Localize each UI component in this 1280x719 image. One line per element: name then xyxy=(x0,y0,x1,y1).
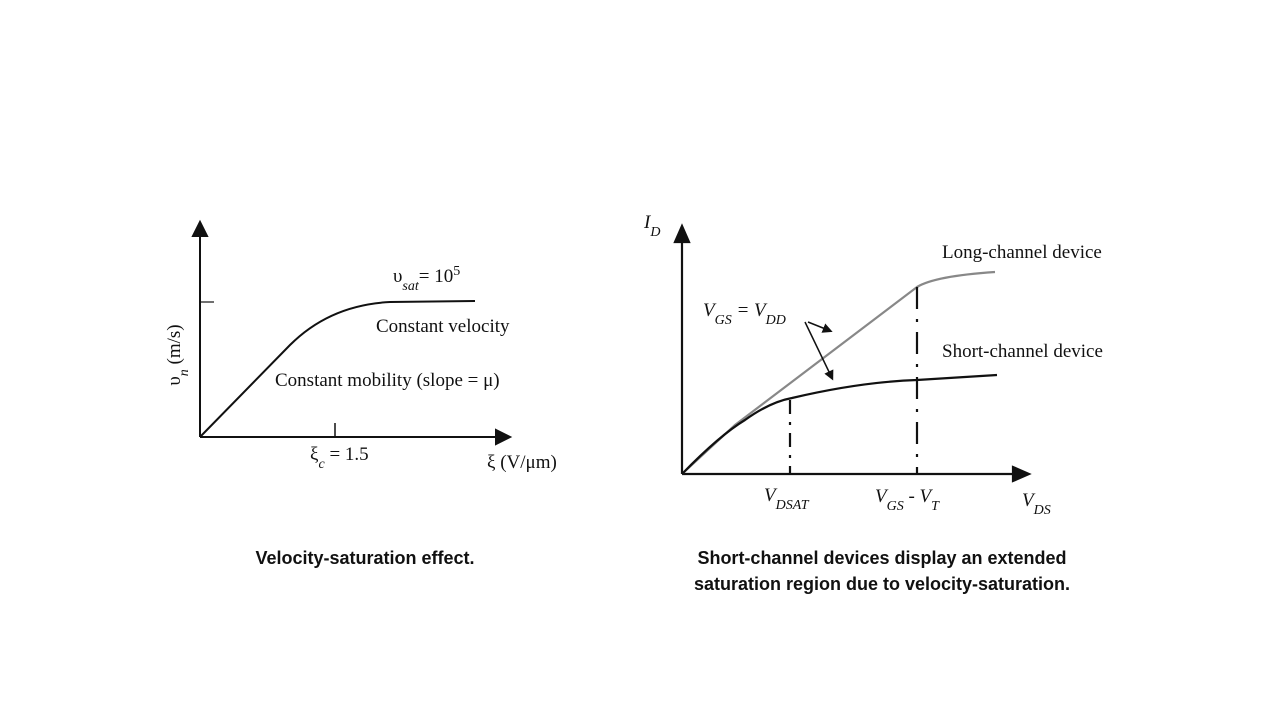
subscript: n xyxy=(177,369,192,376)
subscript: GS xyxy=(887,499,904,514)
id-vds-diagram xyxy=(673,223,1032,483)
subscript: DSAT xyxy=(775,498,810,513)
arrowhead xyxy=(191,219,209,237)
label: Long-channel device xyxy=(942,242,1102,263)
unit: (m/s) xyxy=(164,324,185,369)
symbol: V xyxy=(764,485,778,506)
text: = 1.5 xyxy=(325,444,369,465)
symbol: V xyxy=(703,300,717,321)
symbol: V xyxy=(1022,490,1036,511)
vgs-vt-label: VGS - VT xyxy=(875,486,940,514)
arrow xyxy=(807,321,833,333)
symbol: V xyxy=(875,486,889,507)
velocity-diagram xyxy=(191,219,513,446)
velocity-curve xyxy=(199,300,476,438)
subscript: D xyxy=(649,225,660,240)
x-axis-label: VDS xyxy=(1022,490,1051,518)
caption: Velocity-saturation effect. xyxy=(255,548,475,568)
subscript: c xyxy=(318,457,325,472)
label: Constant velocity xyxy=(376,316,510,337)
y-axis-label: ID xyxy=(643,212,660,240)
label: Short-channel device xyxy=(942,341,1103,362)
short-channel-curve xyxy=(681,373,998,475)
x-axis-label: ξ (V/μm) xyxy=(487,452,557,473)
label: Constant mobility (slope = μ) xyxy=(275,370,500,391)
arrowhead xyxy=(673,223,691,244)
symbol: υ xyxy=(164,376,185,385)
xi-c-label: ξc = 1.5 xyxy=(310,444,369,472)
vsat-label: υsat= 105 xyxy=(393,264,460,294)
subscript: DD xyxy=(765,313,786,328)
arrowhead xyxy=(1011,465,1032,483)
arrowhead xyxy=(495,428,513,446)
long-channel-curve xyxy=(681,270,996,475)
text: = V xyxy=(732,300,768,321)
symbol: υ xyxy=(393,266,402,287)
subscript: DS xyxy=(1033,503,1051,518)
text: = 10 xyxy=(419,266,453,287)
subscript: T xyxy=(931,499,940,514)
subscript: sat xyxy=(402,279,419,294)
caption: Short-channel devices display an extende… xyxy=(693,548,1071,594)
vgs-vdd-label: VGS = VDD xyxy=(703,300,786,328)
symbol: I xyxy=(643,212,652,233)
y-axis-label: υn (m/s) xyxy=(164,324,192,385)
symbol: ξ xyxy=(310,444,319,465)
superscript: 5 xyxy=(453,264,460,279)
vdsat-label: VDSAT xyxy=(764,485,810,513)
text: - V xyxy=(904,486,934,507)
subscript: GS xyxy=(715,313,732,328)
arrow xyxy=(804,321,834,381)
